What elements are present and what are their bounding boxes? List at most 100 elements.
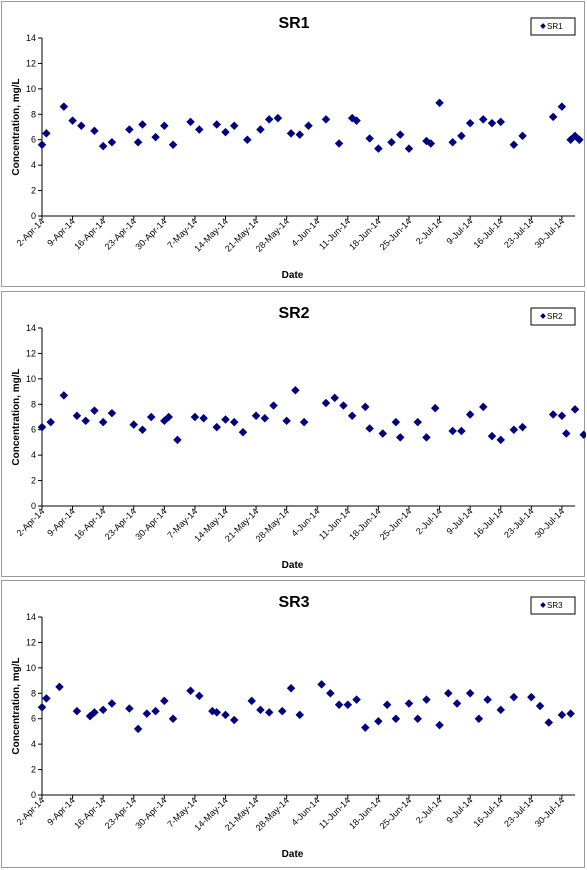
legend: SR2 xyxy=(530,307,576,326)
chart-panel-sr1: SR1 SR1 0 2 4 6 8 10 12 14 2-Apr-14 9-Apr-14 16-Apr-… xyxy=(1,1,585,287)
data-point xyxy=(557,102,567,111)
x-tick-label: 23-Jul-14 xyxy=(502,795,536,829)
data-point xyxy=(527,692,536,702)
data-point xyxy=(479,402,488,412)
data-point xyxy=(317,680,326,689)
data-point xyxy=(496,117,505,127)
data-point xyxy=(365,134,374,143)
y-tick-label: 0 xyxy=(31,211,36,221)
data-point xyxy=(404,699,414,708)
data-point xyxy=(164,412,173,422)
data-point xyxy=(72,411,82,420)
y-tick-label: 0 xyxy=(31,790,36,800)
data-point xyxy=(295,710,305,720)
data-point xyxy=(42,129,51,138)
data-point xyxy=(55,682,64,692)
data-point xyxy=(321,115,331,124)
data-point xyxy=(151,706,160,716)
data-point xyxy=(138,425,147,434)
x-tick-label: 23-Apr-14 xyxy=(103,506,138,541)
x-tick-label: 2-Apr-14 xyxy=(15,795,47,827)
y-tick-label: 12 xyxy=(26,637,36,647)
x-tick-label: 16-Jul-14 xyxy=(472,216,506,250)
data-point xyxy=(457,426,466,436)
data-point xyxy=(444,689,453,698)
legend-marker xyxy=(540,23,546,29)
data-point xyxy=(221,710,230,720)
data-point xyxy=(251,411,261,420)
y-tick-label: 14 xyxy=(26,612,36,622)
legend: SR3 xyxy=(530,596,576,615)
data-series xyxy=(37,680,575,734)
data-point xyxy=(212,422,221,432)
data-point xyxy=(133,724,143,734)
data-point xyxy=(195,125,204,134)
x-tick-label: 18-Jun-14 xyxy=(347,795,383,831)
data-point xyxy=(496,435,505,445)
y-axis-label: Concentration, mg/L xyxy=(11,657,22,754)
x-tick-label: 28-May-14 xyxy=(254,795,291,832)
chart-panel-sr3: SR3 SR3 0 2 4 6 8 10 12 14 2-Apr-14 9-Apr-14 16-Apr-… xyxy=(1,580,585,868)
data-point xyxy=(535,701,545,711)
y-tick-label: 2 xyxy=(31,765,36,775)
data-point xyxy=(422,695,431,704)
data-point xyxy=(479,115,488,124)
data-point xyxy=(90,708,99,717)
data-point xyxy=(387,138,396,147)
x-tick-label: 9-Jul-14 xyxy=(444,506,474,536)
data-point xyxy=(465,118,475,128)
data-point xyxy=(413,417,422,427)
data-point xyxy=(343,700,353,709)
data-point xyxy=(448,138,457,147)
data-point xyxy=(509,425,519,434)
data-point xyxy=(42,694,51,703)
data-point xyxy=(422,433,431,442)
chart-title: SR3 xyxy=(278,594,309,611)
legend-marker xyxy=(540,313,546,319)
data-point xyxy=(518,131,527,141)
data-point xyxy=(107,138,117,147)
data-point xyxy=(435,720,444,730)
y-tick-label: 0 xyxy=(31,501,36,511)
data-point xyxy=(286,129,296,138)
data-point xyxy=(59,102,69,111)
data-point xyxy=(291,386,300,395)
data-point xyxy=(212,708,221,717)
x-tick-label: 11-Jun-14 xyxy=(317,795,352,830)
data-point xyxy=(46,417,55,427)
scatter-chart-sr2: SR2 SR2024681012142-Apr-149-Apr-1416-Apr-… xyxy=(11,305,586,571)
legend-box xyxy=(530,596,576,615)
x-tick-label: 2-Jul-14 xyxy=(414,506,444,536)
x-tick-label: 30-Apr-14 xyxy=(133,506,168,541)
data-point xyxy=(247,696,256,706)
data-point xyxy=(413,714,422,723)
data-point xyxy=(496,705,505,715)
y-tick-label: 6 xyxy=(31,425,36,435)
data-point xyxy=(151,132,160,142)
x-tick-label: 2-Jul-14 xyxy=(414,795,444,825)
data-point xyxy=(142,709,152,718)
data-point xyxy=(264,115,274,124)
chart-panel-sr2: SR2 SR2 0 2 4 6 8 10 12 14 2-Apr-14 9-Apr-14 16-Apr-… xyxy=(1,291,586,577)
data-point xyxy=(199,414,208,423)
x-axis-label: Date xyxy=(282,849,304,860)
y-tick-label: 6 xyxy=(31,714,36,724)
data-point xyxy=(146,412,156,422)
x-axis-label: Date xyxy=(282,560,304,571)
data-point xyxy=(90,126,99,136)
data-point xyxy=(465,689,475,698)
data-point xyxy=(361,402,370,412)
data-point xyxy=(304,121,313,130)
data-point xyxy=(321,398,331,408)
scatter-chart-sr1: SR1 SR1024681012142-Apr-149-Apr-1416-Apr-… xyxy=(11,15,584,281)
y-tick-label: 8 xyxy=(31,399,36,409)
data-point xyxy=(173,435,182,445)
data-point xyxy=(186,686,195,695)
data-point xyxy=(278,706,287,716)
x-tick-label: 30-Apr-14 xyxy=(133,795,168,830)
data-point xyxy=(391,714,401,723)
y-tick-label: 10 xyxy=(26,374,36,384)
data-point xyxy=(557,710,567,720)
legend-marker xyxy=(540,602,546,608)
data-point xyxy=(37,140,47,150)
